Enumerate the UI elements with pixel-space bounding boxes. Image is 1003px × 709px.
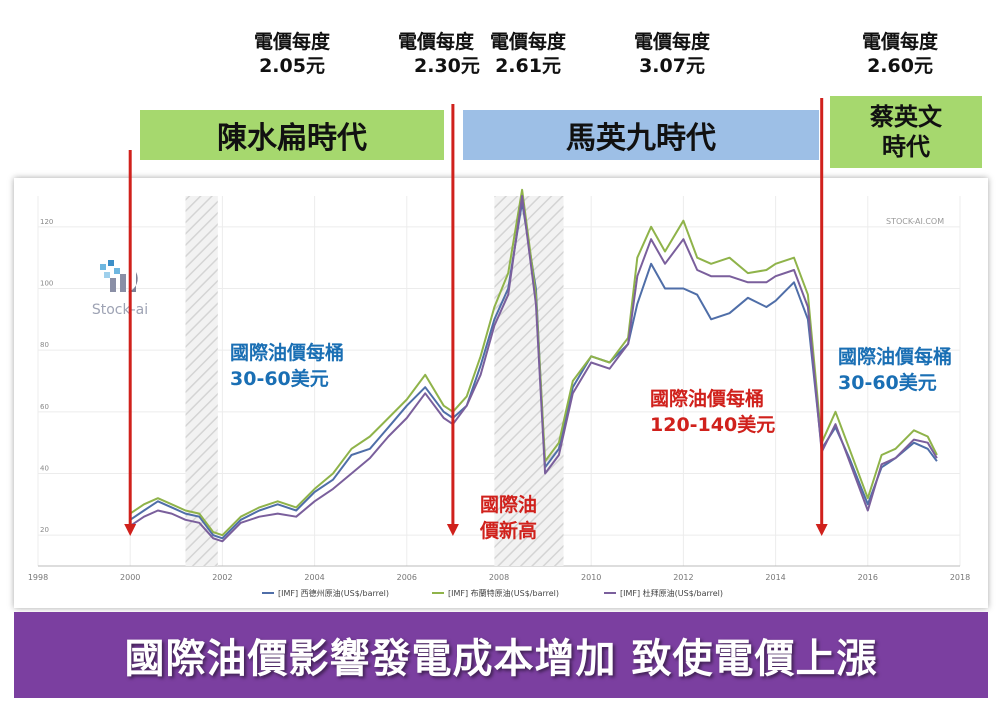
x-tick-label: 2016: [858, 573, 878, 582]
price-label-value: 3.07元: [639, 55, 705, 77]
annotation-line1: 國際油價每桶: [230, 342, 345, 364]
x-tick-label: 2004: [304, 573, 324, 582]
logo-text: Stock-ai: [91, 302, 149, 318]
x-tick-label: 2006: [397, 573, 417, 582]
chart-panel: 1998 2000 2002 2004 2006 2008 2010 2012 2014 2016…: [14, 178, 988, 608]
annotation-oil-120-140: 國際油價每桶 120-140美元: [650, 386, 775, 438]
annotation-line1: 國際油價每桶: [650, 388, 765, 410]
price-label-title: 電價每度: [490, 31, 567, 53]
x-tick-label: 2014: [765, 573, 785, 582]
legend-entry: [IMF] 布蘭特原油(US$/barrel): [448, 588, 559, 598]
price-label-title: 電價每度: [634, 31, 711, 53]
legend-entry: [IMF] 西德州原油(US$/barrel): [278, 588, 389, 598]
logo-mark-icon: [100, 260, 138, 292]
annotation-oil-30-60-left: 國際油價每桶 30-60美元: [230, 340, 344, 392]
era-chen: 陳水扁時代: [140, 110, 444, 160]
price-label-title: 電價每度: [397, 31, 474, 53]
stock-ai-logo: Stock-ai: [80, 258, 160, 322]
x-tick-label: 2000: [120, 573, 140, 582]
y-tick-label: 60: [40, 403, 49, 411]
price-label-2016: 電價每度 2.60元: [862, 30, 938, 78]
recession-shade: [185, 196, 218, 566]
annotation-oil-30-60-right: 國際油價每桶 30-60美元: [838, 344, 952, 396]
oil-price-chart: 1998 2000 2002 2004 2006 2008 2010 2012 2014 2016…: [28, 188, 970, 598]
y-tick-label: 120: [40, 218, 53, 226]
price-label-value: 2.30元: [414, 55, 480, 77]
annotation-line2: 30-60美元: [230, 368, 329, 390]
annotation-oil-record-high: 國際油 價新高: [480, 492, 537, 544]
x-tick-label: 2012: [673, 573, 693, 582]
annotation-line2: 30-60美元: [838, 372, 937, 394]
series-line: [129, 195, 938, 543]
y-tick-label: 100: [40, 280, 53, 288]
price-label-2000: 電價每度 2.05元: [254, 30, 330, 78]
y-tick-label: 80: [40, 341, 49, 349]
era-ma: 馬英九時代: [463, 110, 819, 160]
era-label: 馬英九時代: [566, 121, 716, 156]
era-label-line2: 時代: [882, 133, 930, 161]
recession-shade: [494, 196, 564, 566]
price-label-title: 電價每度: [862, 31, 939, 53]
x-tick-label: 2008: [489, 573, 509, 582]
watermark: STOCK-AI.COM: [886, 217, 945, 226]
bottom-banner: 國際油價影響發電成本增加 致使電價上漲: [14, 612, 988, 698]
price-label-2012: 電價每度 3.07元: [634, 30, 710, 78]
annotation-line2: 價新高: [480, 520, 538, 542]
era-tsai: 蔡英文 時代: [830, 96, 982, 168]
y-tick-label: 20: [40, 526, 49, 534]
price-label-value: 2.05元: [259, 55, 325, 77]
price-label-2007: 電價每度 2.30元: [392, 30, 480, 78]
banner-text: 國際油價影響發電成本增加 致使電價上漲: [124, 636, 878, 682]
x-tick-label: 1998: [28, 573, 48, 582]
annotation-line2: 120-140美元: [650, 414, 776, 436]
annotation-line1: 國際油價每桶: [838, 346, 953, 368]
price-label-value: 2.61元: [495, 55, 561, 77]
era-label: 陳水扁時代: [217, 121, 367, 156]
legend-entry: [IMF] 杜拜原油(US$/barrel): [620, 588, 723, 598]
y-tick-label: 40: [40, 465, 49, 473]
x-tick-label: 2002: [212, 573, 232, 582]
annotation-line1: 國際油: [480, 494, 538, 516]
price-label-2008: 電價每度 2.61元: [490, 30, 566, 78]
era-label-line1: 蔡英文: [870, 103, 942, 131]
x-tick-label: 2010: [581, 573, 601, 582]
price-label-title: 電價每度: [254, 31, 331, 53]
price-label-value: 2.60元: [867, 55, 933, 77]
x-tick-label: 2018: [950, 573, 970, 582]
